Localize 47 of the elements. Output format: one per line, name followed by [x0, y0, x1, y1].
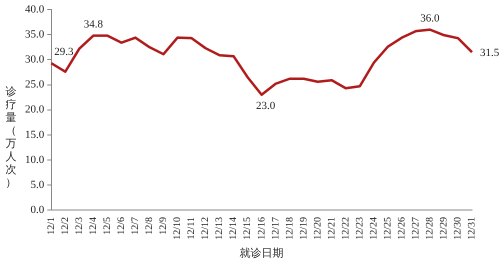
- y-tick-label: 25.0: [25, 78, 45, 91]
- x-tick-label: 12/13: [214, 217, 226, 240]
- y-tick-label: 10.0: [25, 154, 45, 166]
- data-label: 36.0: [420, 12, 440, 25]
- x-tick-label: 12/2: [60, 217, 71, 235]
- y-tick-label: 40.0: [25, 3, 45, 16]
- y-tick-label: 35.0: [25, 28, 45, 41]
- x-tick-label: 12/4: [88, 217, 99, 235]
- x-tick-label: 12/22: [340, 217, 352, 240]
- x-tick-label: 12/8: [144, 217, 156, 235]
- x-tick-label: 12/25: [382, 217, 394, 240]
- data-label: 31.5: [480, 47, 500, 60]
- x-tick-label: 12/31: [466, 217, 478, 240]
- x-axis-title: 就诊日期: [240, 246, 284, 260]
- x-tick-label: 12/23: [354, 217, 366, 240]
- y-tick-label: 15.0: [25, 128, 45, 141]
- data-label: 34.8: [84, 18, 104, 31]
- y-tick-label: 20.0: [25, 104, 45, 116]
- x-tick-label: 12/16: [256, 217, 268, 240]
- x-tick-label: 12/30: [452, 217, 464, 240]
- y-tick-label: 30.0: [25, 54, 45, 66]
- x-tick-label: 12/10: [172, 217, 184, 240]
- x-tick-label: 12/12: [200, 217, 212, 240]
- x-tick-label: 12/7: [130, 217, 142, 235]
- x-tick-label: 12/3: [74, 217, 85, 235]
- y-axis-title: 诊疗量（万人次）: [4, 85, 18, 189]
- x-tick-label: 12/14: [228, 217, 240, 240]
- x-tick-label: 12/17: [270, 217, 282, 240]
- x-tick-label: 12/27: [410, 217, 422, 240]
- x-tick-label: 12/21: [326, 217, 338, 240]
- x-tick-label: 12/11: [186, 217, 198, 240]
- x-tick-label: 12/24: [368, 217, 380, 240]
- x-tick-label: 12/18: [284, 217, 296, 240]
- x-tick-label: 12/1: [46, 217, 57, 235]
- x-tick-label: 12/29: [438, 217, 450, 240]
- y-tick-label: 5.0: [30, 178, 45, 191]
- x-tick-label: 12/15: [242, 217, 254, 240]
- data-label: 29.3: [54, 46, 74, 58]
- y-tick-label: 0.0: [30, 204, 45, 216]
- x-tick-label: 12/19: [298, 217, 310, 240]
- x-tick-label: 12/20: [312, 217, 324, 240]
- x-tick-label: 12/6: [116, 217, 127, 235]
- x-tick-label: 12/5: [102, 217, 113, 235]
- data-label: 23.0: [256, 100, 276, 112]
- x-tick-label: 12/9: [158, 217, 170, 235]
- x-tick-label: 12/28: [424, 217, 436, 240]
- x-tick-label: 12/26: [396, 217, 408, 240]
